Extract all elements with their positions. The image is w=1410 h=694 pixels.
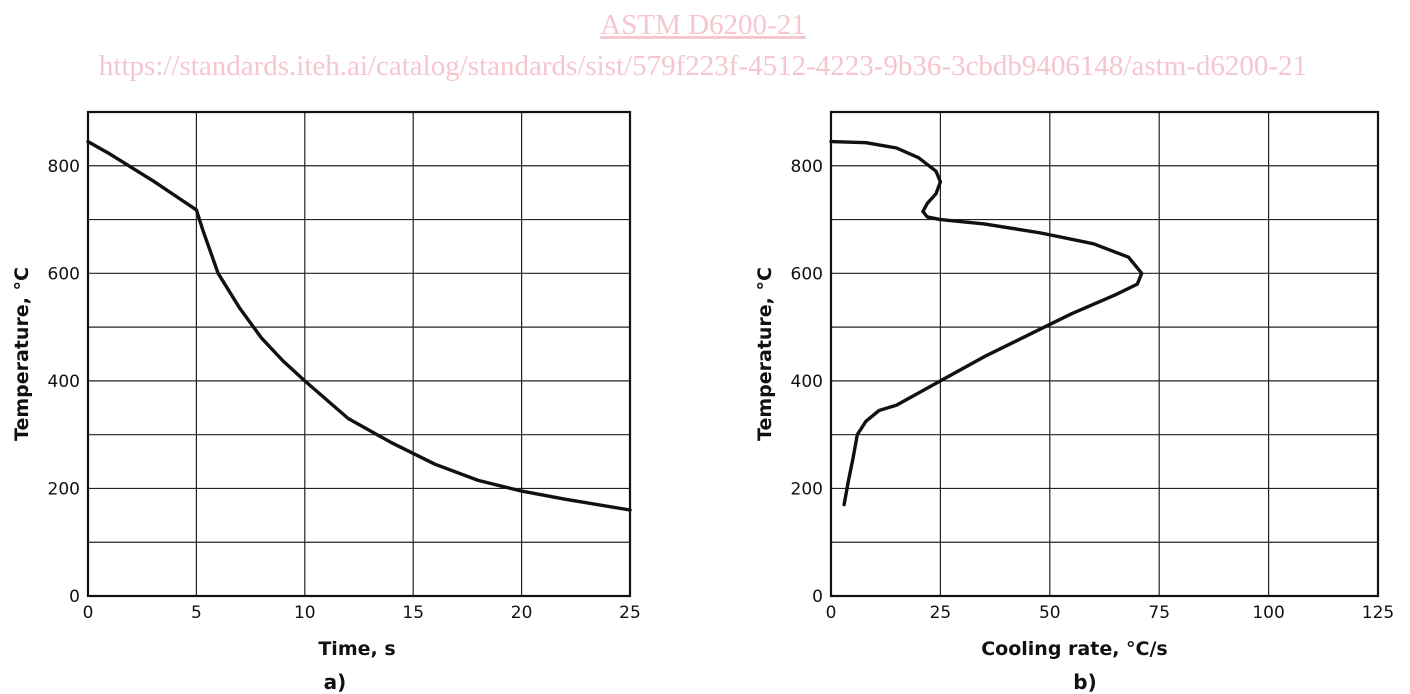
panel-label: a) [324,670,347,694]
y-axis-label: Temperature, °C [11,267,33,441]
x-axis-label: Time, s [318,638,395,660]
chart-panel-a: 0 5 10 15 20 25 0 200 400 600 800 Time, s Temperatur… [11,110,641,694]
x-tick-label: 0 [83,603,94,623]
x-tick-label: 75 [1148,603,1170,623]
y-tick-label: 600 [48,264,80,284]
watermark-url[interactable]: https://standards.iteh.ai/catalog/standa… [99,50,1307,82]
x-tick-label: 25 [930,603,952,623]
x-tick-label: 0 [826,603,837,623]
series-line [829,139,1144,507]
panel-label: b) [1073,670,1096,694]
y-tick-label: 0 [69,587,80,607]
y-tick-label: 600 [791,264,823,284]
watermark-title[interactable]: ASTM D6200-21 [600,9,805,41]
plot-frame [829,110,1380,598]
x-tick-label: 100 [1252,603,1284,623]
x-tick-label: 25 [619,603,641,623]
x-tick-label: 5 [191,603,202,623]
x-tick-label: 50 [1039,603,1061,623]
series-line [86,139,632,512]
y-tick-label: 0 [812,587,823,607]
y-tick-label: 800 [48,157,80,177]
x-tick-label: 20 [511,603,533,623]
x-tick-label: 125 [1362,603,1394,623]
chart-panel-b: 0 25 50 75 100 125 0 200 400 600 800 Cooling rate, … [754,110,1394,694]
x-tick-label: 10 [294,603,316,623]
y-tick-label: 200 [48,479,80,499]
plot-frame [86,110,632,598]
x-tick-label: 15 [402,603,424,623]
x-axis-label: Cooling rate, °C/s [981,638,1168,660]
y-tick-label: 400 [791,372,823,392]
y-tick-label: 800 [791,157,823,177]
y-axis-label: Temperature, °C [754,267,776,441]
y-tick-label: 200 [791,479,823,499]
y-tick-label: 400 [48,372,80,392]
